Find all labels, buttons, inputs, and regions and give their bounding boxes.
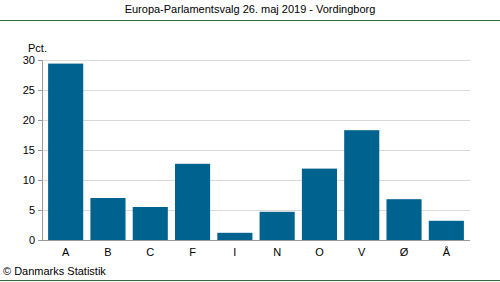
bar — [260, 212, 295, 240]
x-tick: I — [233, 240, 236, 258]
y-tick-label: 30 — [23, 54, 35, 66]
x-tick: B — [104, 240, 111, 258]
x-axis: ABCFINOVØÅ — [42, 240, 470, 258]
grid — [42, 61, 470, 241]
y-tick: 15 — [23, 144, 42, 156]
grid-line — [42, 150, 470, 151]
x-tick-label: Å — [443, 246, 451, 258]
x-tick-label: I — [233, 246, 236, 258]
y-tick-mark — [38, 150, 42, 151]
y-tick-mark — [38, 210, 42, 211]
y-tick: 25 — [23, 84, 42, 96]
bar — [90, 198, 125, 240]
grid-line — [42, 120, 470, 121]
bar — [302, 169, 337, 240]
bar — [175, 164, 210, 240]
y-tick-label: 5 — [29, 204, 35, 216]
title: Europa-Parlamentsvalg 26. maj 2019 - Vor… — [125, 3, 376, 15]
y-tick-label: 0 — [29, 234, 35, 246]
x-tick: N — [273, 240, 281, 258]
y-tick: 10 — [23, 174, 42, 186]
x-tick: Å — [443, 240, 451, 258]
x-tick: F — [189, 240, 196, 258]
x-tick-label: A — [62, 246, 70, 258]
bar — [48, 64, 83, 240]
y-tick-mark — [38, 180, 42, 181]
x-tick-label: C — [146, 246, 154, 258]
x-tick: O — [315, 240, 324, 258]
x-axis-line — [42, 240, 470, 241]
y-tick: 5 — [29, 204, 42, 216]
y-axis: 0 5 10 15 20 25 30 — [23, 54, 43, 246]
x-tick: A — [62, 240, 70, 258]
y-tick-mark — [38, 60, 42, 61]
x-tick-label: Ø — [400, 246, 409, 258]
x-tick-label: V — [358, 246, 366, 258]
grid-line — [42, 240, 470, 241]
x-tick-label: N — [273, 246, 281, 258]
bar — [429, 221, 464, 240]
y-axis-title: Pct. — [28, 42, 47, 54]
title-rule — [0, 20, 500, 21]
bottom-rule — [0, 280, 500, 281]
bar — [133, 207, 168, 240]
y-tick-mark — [38, 90, 42, 91]
y-axis-line — [38, 61, 43, 241]
y-tick: 30 — [23, 54, 42, 66]
bar — [386, 199, 421, 240]
grid-line — [42, 90, 470, 91]
bar — [217, 233, 252, 240]
x-tick: C — [146, 240, 154, 258]
y-tick-label: 20 — [23, 114, 35, 126]
x-tick-label: F — [189, 246, 196, 258]
y-tick: 20 — [23, 114, 42, 126]
y-tick-label: 25 — [23, 84, 35, 96]
y-tick: 0 — [29, 234, 42, 246]
y-tick-mark — [38, 120, 42, 121]
y-tick-label: 10 — [23, 174, 35, 186]
x-tick: Ø — [400, 240, 409, 258]
y-tick-mark — [38, 240, 42, 241]
source: © Danmarks Statistik — [3, 265, 106, 277]
x-tick-label: O — [315, 246, 324, 258]
grid-line — [42, 60, 470, 61]
chart: Europa-Parlamentsvalg 26. maj 2019 - Vor… — [0, 0, 500, 282]
bar — [344, 130, 379, 240]
x-tick: V — [358, 240, 366, 258]
y-tick-label: 15 — [23, 144, 35, 156]
grid-line — [42, 180, 470, 181]
x-tick-label: B — [104, 246, 111, 258]
bars — [48, 64, 464, 240]
